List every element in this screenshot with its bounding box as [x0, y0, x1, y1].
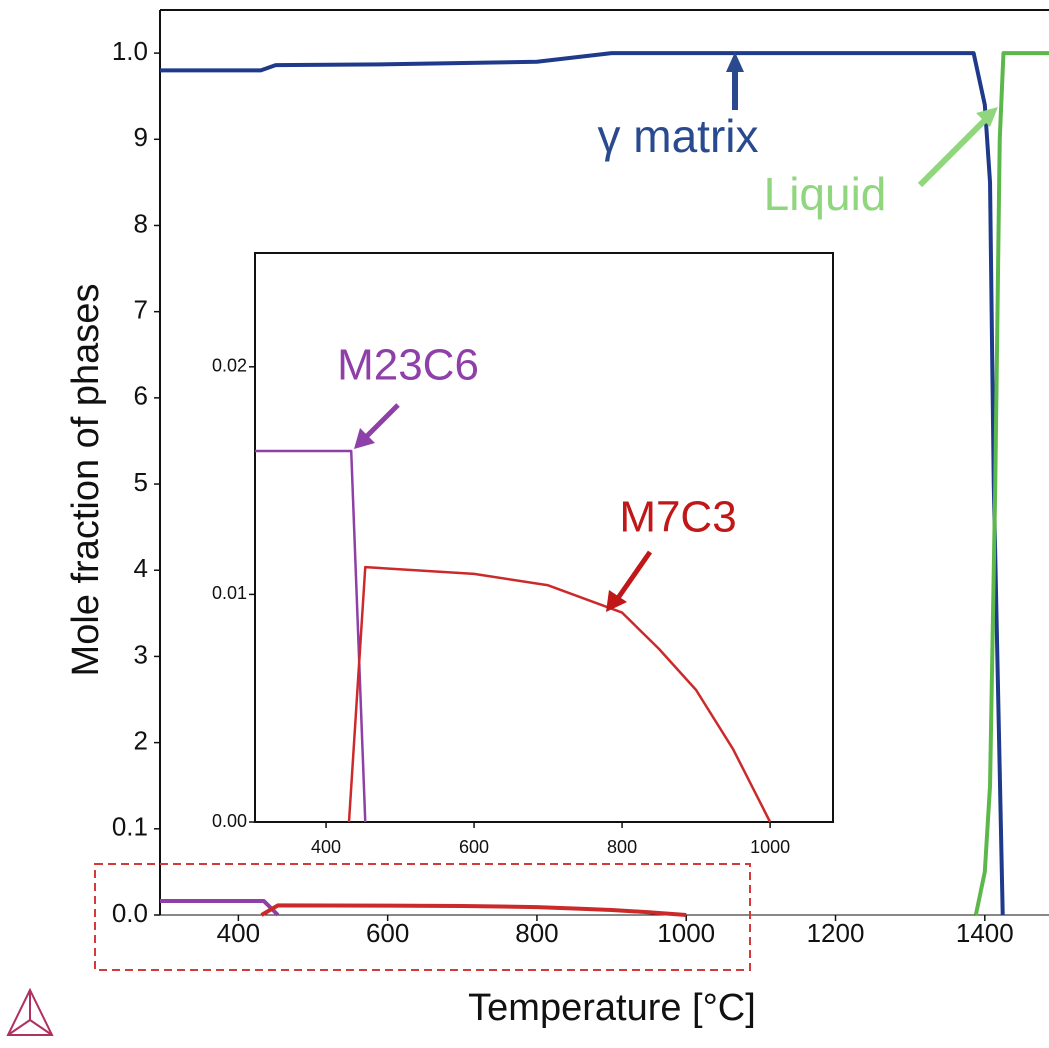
y-tick-label: 0.1 — [112, 812, 148, 842]
y-axis-label: Mole fraction of phases — [65, 284, 107, 677]
annotation: M7C3 — [619, 493, 736, 542]
y-tick-label: 0.00 — [212, 811, 247, 831]
x-tick-label: 1200 — [807, 918, 865, 948]
series-line — [347, 565, 772, 823]
annotation: Liquid — [764, 168, 887, 220]
series-line — [160, 898, 280, 917]
y-tick-label: 4 — [134, 553, 148, 583]
arrow-head — [606, 590, 627, 612]
arrow — [917, 117, 988, 188]
inset-frame — [254, 252, 834, 823]
y-tick-label: 0.01 — [212, 583, 247, 603]
inset-plot: 400 600 800 1000 0.00 0.01 0.02 — [212, 356, 790, 857]
y-tick-label: 0.02 — [212, 356, 247, 376]
arrow — [363, 403, 400, 440]
arrow-head — [976, 107, 998, 127]
x-tick-label: 600 — [459, 837, 489, 857]
arrows — [354, 52, 998, 612]
arrow-head — [354, 428, 375, 449]
annotation: γ matrix — [598, 110, 759, 162]
y-tick-label: 9 — [134, 122, 148, 152]
y-tick-label: 1.0 — [112, 36, 148, 66]
y-tick-label: 2 — [134, 725, 148, 755]
y-tick-label: 6 — [134, 381, 148, 411]
series-line — [160, 51, 1005, 916]
logo — [6, 987, 54, 1036]
y-tick-label: 7 — [134, 295, 148, 325]
x-tick-label: 1000 — [657, 918, 715, 948]
y-tick-label: 0.0 — [112, 898, 148, 928]
x-tick-label: 800 — [515, 918, 558, 948]
arrow — [615, 550, 653, 600]
x-tick-label: 1400 — [956, 918, 1014, 948]
annotation: M23C6 — [337, 341, 479, 390]
y-tick-label: 8 — [134, 208, 148, 238]
x-tick-label: 800 — [607, 837, 637, 857]
zoom-region — [94, 863, 751, 971]
series-line — [973, 51, 1049, 916]
y-tick-label: 5 — [134, 467, 148, 497]
x-tick-label: 400 — [311, 837, 341, 857]
x-axis-label: Temperature [°C] — [468, 987, 756, 1029]
main-plot: 400 600 800 1000 1200 1400 0.0 0.1 2 3 4 5 6 7 8 9 1.0 — [112, 9, 1049, 948]
series-line — [255, 449, 367, 823]
x-tick-label: 1000 — [750, 837, 790, 857]
x-tick-label: 400 — [217, 918, 260, 948]
y-tick-label: 3 — [134, 639, 148, 669]
x-tick-label: 600 — [366, 918, 409, 948]
arrow-head — [726, 52, 744, 72]
series-line — [260, 903, 687, 917]
